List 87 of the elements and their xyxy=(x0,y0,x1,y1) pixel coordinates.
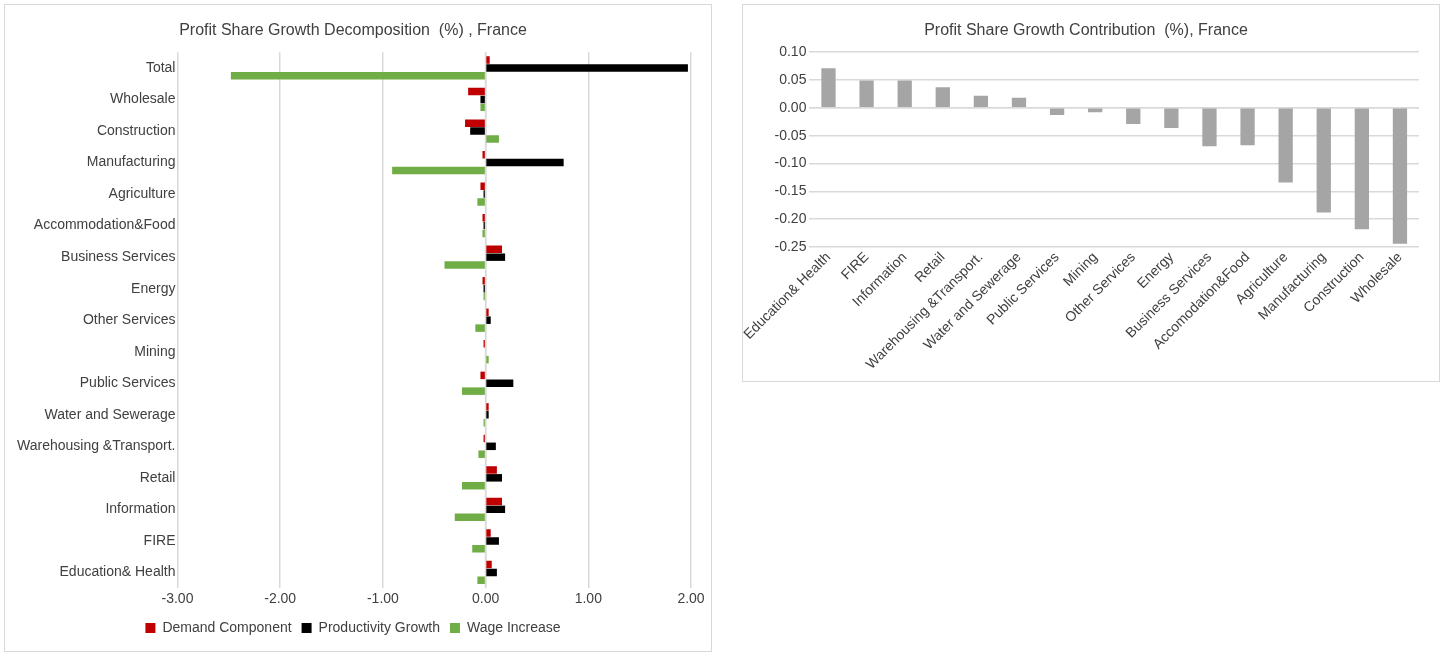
bar xyxy=(486,474,503,482)
y-tick-label: -0.15 xyxy=(774,182,807,199)
bar xyxy=(230,72,485,80)
bar xyxy=(461,387,485,395)
chart-title: Profit Share Growth Contribution (%), France xyxy=(924,21,1248,39)
y-tick-label: -0.20 xyxy=(774,210,807,227)
bar xyxy=(472,545,485,553)
bar xyxy=(461,481,485,490)
bar xyxy=(1240,108,1255,146)
y-tick-label: 0.10 xyxy=(779,43,807,60)
y-tick-label: Accommodation&Food xyxy=(33,216,176,233)
bar xyxy=(486,379,514,387)
bar xyxy=(1049,108,1065,116)
bar xyxy=(486,158,564,167)
y-tick-label: Construction xyxy=(96,121,176,138)
bar xyxy=(897,80,912,108)
bar xyxy=(486,403,489,411)
bar xyxy=(1278,108,1293,183)
chart-title: Profit Share Growth Decomposition (%) , France xyxy=(179,21,527,39)
bar xyxy=(486,316,491,324)
bar xyxy=(475,324,485,332)
bar xyxy=(477,198,485,206)
bar xyxy=(477,576,485,585)
bar xyxy=(935,87,950,108)
bar xyxy=(486,497,503,506)
bar xyxy=(1316,108,1331,213)
bar xyxy=(486,253,506,261)
bar xyxy=(465,119,485,127)
y-tick-label: 0.05 xyxy=(779,70,807,87)
bar xyxy=(1011,97,1027,108)
bar xyxy=(480,103,485,112)
bar xyxy=(478,450,485,458)
y-tick-label: Wholesale xyxy=(110,90,176,107)
x-tick-label: -3.00 xyxy=(161,590,194,607)
x-tick-label: 1.00 xyxy=(574,590,603,607)
bar xyxy=(486,560,492,569)
bar xyxy=(486,64,688,72)
legend-label: Wage Increase xyxy=(466,618,561,635)
bar xyxy=(859,80,874,108)
bar xyxy=(392,166,485,175)
bar xyxy=(486,355,489,364)
bar xyxy=(486,568,497,577)
y-tick-label: Agriculture xyxy=(108,184,176,201)
y-tick-label: -0.10 xyxy=(774,154,807,171)
bar xyxy=(1164,108,1179,128)
y-tick-label: Education& Health xyxy=(59,563,176,580)
bar xyxy=(486,442,496,451)
bar xyxy=(482,277,485,285)
y-tick-label: Total xyxy=(145,58,176,75)
bar xyxy=(470,127,485,135)
bar xyxy=(973,95,989,108)
bar xyxy=(1126,108,1141,125)
bar xyxy=(486,529,491,537)
bar xyxy=(454,513,485,521)
bar xyxy=(486,466,497,474)
y-tick-label: Water and Sewerage xyxy=(44,405,176,422)
bar xyxy=(480,182,485,190)
bar xyxy=(486,245,503,253)
x-tick-label: 2.00 xyxy=(677,590,705,607)
bar xyxy=(444,261,485,269)
bar xyxy=(1354,108,1369,230)
bar xyxy=(486,505,506,514)
bar xyxy=(480,371,485,380)
y-tick-label: FIRE xyxy=(143,531,176,548)
y-tick-label: Warehousing &Transport. xyxy=(16,437,176,454)
bar xyxy=(468,87,485,96)
y-tick-label: -0.25 xyxy=(774,237,807,254)
bar xyxy=(486,56,490,64)
bar xyxy=(1202,108,1217,147)
x-tick-label: -1.00 xyxy=(366,590,400,607)
y-tick-label: Retail xyxy=(139,468,176,485)
bar xyxy=(1392,108,1408,244)
bar xyxy=(480,95,485,104)
bar xyxy=(486,308,489,317)
x-tick-label: -2.00 xyxy=(264,590,297,607)
legend-label: Productivity Growth xyxy=(318,618,440,635)
legend-label: Demand Component xyxy=(162,618,292,635)
bar xyxy=(821,68,836,108)
bar xyxy=(486,135,499,143)
x-tick-label: 0.00 xyxy=(471,590,500,607)
bar xyxy=(486,537,499,545)
y-tick-label: 0.00 xyxy=(779,98,807,115)
y-tick-label: Public Services xyxy=(79,374,176,391)
y-tick-label: Information xyxy=(105,500,176,517)
y-tick-label: Manufacturing xyxy=(86,153,176,170)
y-tick-label: -0.05 xyxy=(774,126,807,143)
bar xyxy=(486,411,489,419)
